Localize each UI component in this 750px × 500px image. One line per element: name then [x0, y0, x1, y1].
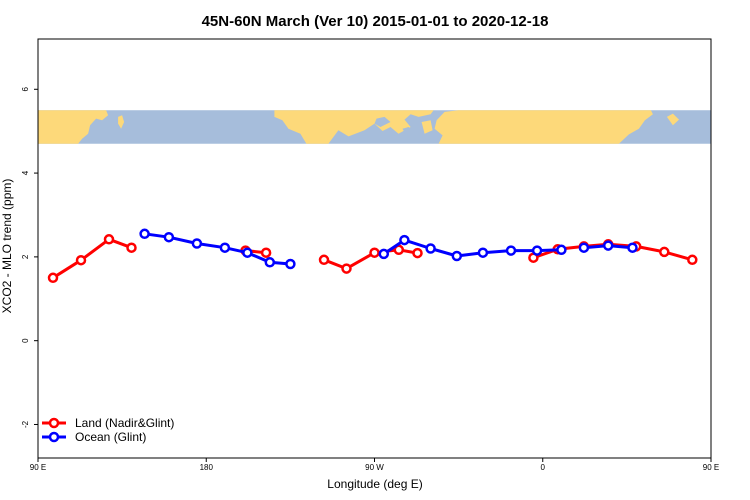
map-land-shape [666, 113, 679, 126]
data-point [285, 258, 296, 270]
data-point [393, 244, 405, 256]
map-land-shape [421, 120, 433, 134]
data-point [318, 254, 330, 266]
map-water-shape [374, 116, 391, 127]
data-point [505, 245, 517, 256]
chart-title: 45N-60N March (Ver 10) 2015-01-01 to 202… [202, 13, 549, 30]
data-point [578, 242, 590, 253]
legend-ocean-marker [48, 431, 60, 443]
data-point [378, 248, 390, 260]
y-tick-label: -2 [21, 420, 30, 428]
y-axis-label: XCO2 - MLO trend (ppm) [0, 179, 14, 314]
data-point [191, 238, 203, 249]
data-point [341, 263, 352, 274]
data-point [399, 234, 410, 246]
data-point [103, 234, 115, 245]
map-land-shape [38, 110, 109, 144]
map-land-shape [434, 110, 653, 144]
x-tick-label: 90 E [30, 463, 46, 472]
x-tick-label: 0 [541, 463, 546, 472]
series-ocean [139, 228, 638, 270]
data-point [556, 244, 567, 256]
data-point [425, 243, 436, 254]
y-tick-label: 4 [21, 170, 30, 175]
data-point [126, 242, 137, 253]
data-point [219, 242, 231, 253]
y-tick-label: 0 [21, 338, 30, 343]
data-point [163, 231, 175, 243]
data-point [260, 247, 272, 258]
x-tick-label: 180 [200, 463, 214, 472]
data-point [602, 240, 614, 251]
data-point [242, 247, 253, 258]
map-land-shape [338, 125, 359, 135]
legend-land-marker [48, 417, 60, 429]
series-line [52, 237, 133, 280]
data-point [477, 247, 489, 258]
x-axis-label: Longitude (deg E) [327, 477, 422, 491]
legend-ocean-label: Ocean (Glint) [75, 430, 146, 444]
world-map-band [38, 110, 711, 144]
x-tick-label: 90 W [365, 463, 384, 472]
map-water-shape [402, 127, 413, 133]
y-tick-label: 2 [21, 254, 30, 259]
data-point [139, 228, 150, 240]
data-point [687, 254, 698, 266]
data-point [451, 250, 463, 262]
map-land-shape [118, 115, 125, 129]
data-point [47, 272, 59, 284]
legend: Land (Nadir&Glint) Ocean (Glint) [42, 416, 174, 444]
data-point [659, 246, 670, 258]
legend-land-label: Land (Nadir&Glint) [75, 416, 174, 430]
axes: 90 E 180 90 W 0 90 E -2 0 2 4 6 [21, 38, 719, 472]
y-tick-label: 6 [21, 87, 30, 92]
series-layer [47, 228, 698, 284]
data-point [627, 242, 638, 253]
data-point [75, 254, 87, 266]
data-point [369, 247, 380, 258]
series-land [47, 234, 698, 284]
data-point [412, 247, 423, 259]
data-point [264, 257, 276, 268]
data-point [531, 245, 543, 256]
x-tick-label: 90 E [703, 463, 719, 472]
